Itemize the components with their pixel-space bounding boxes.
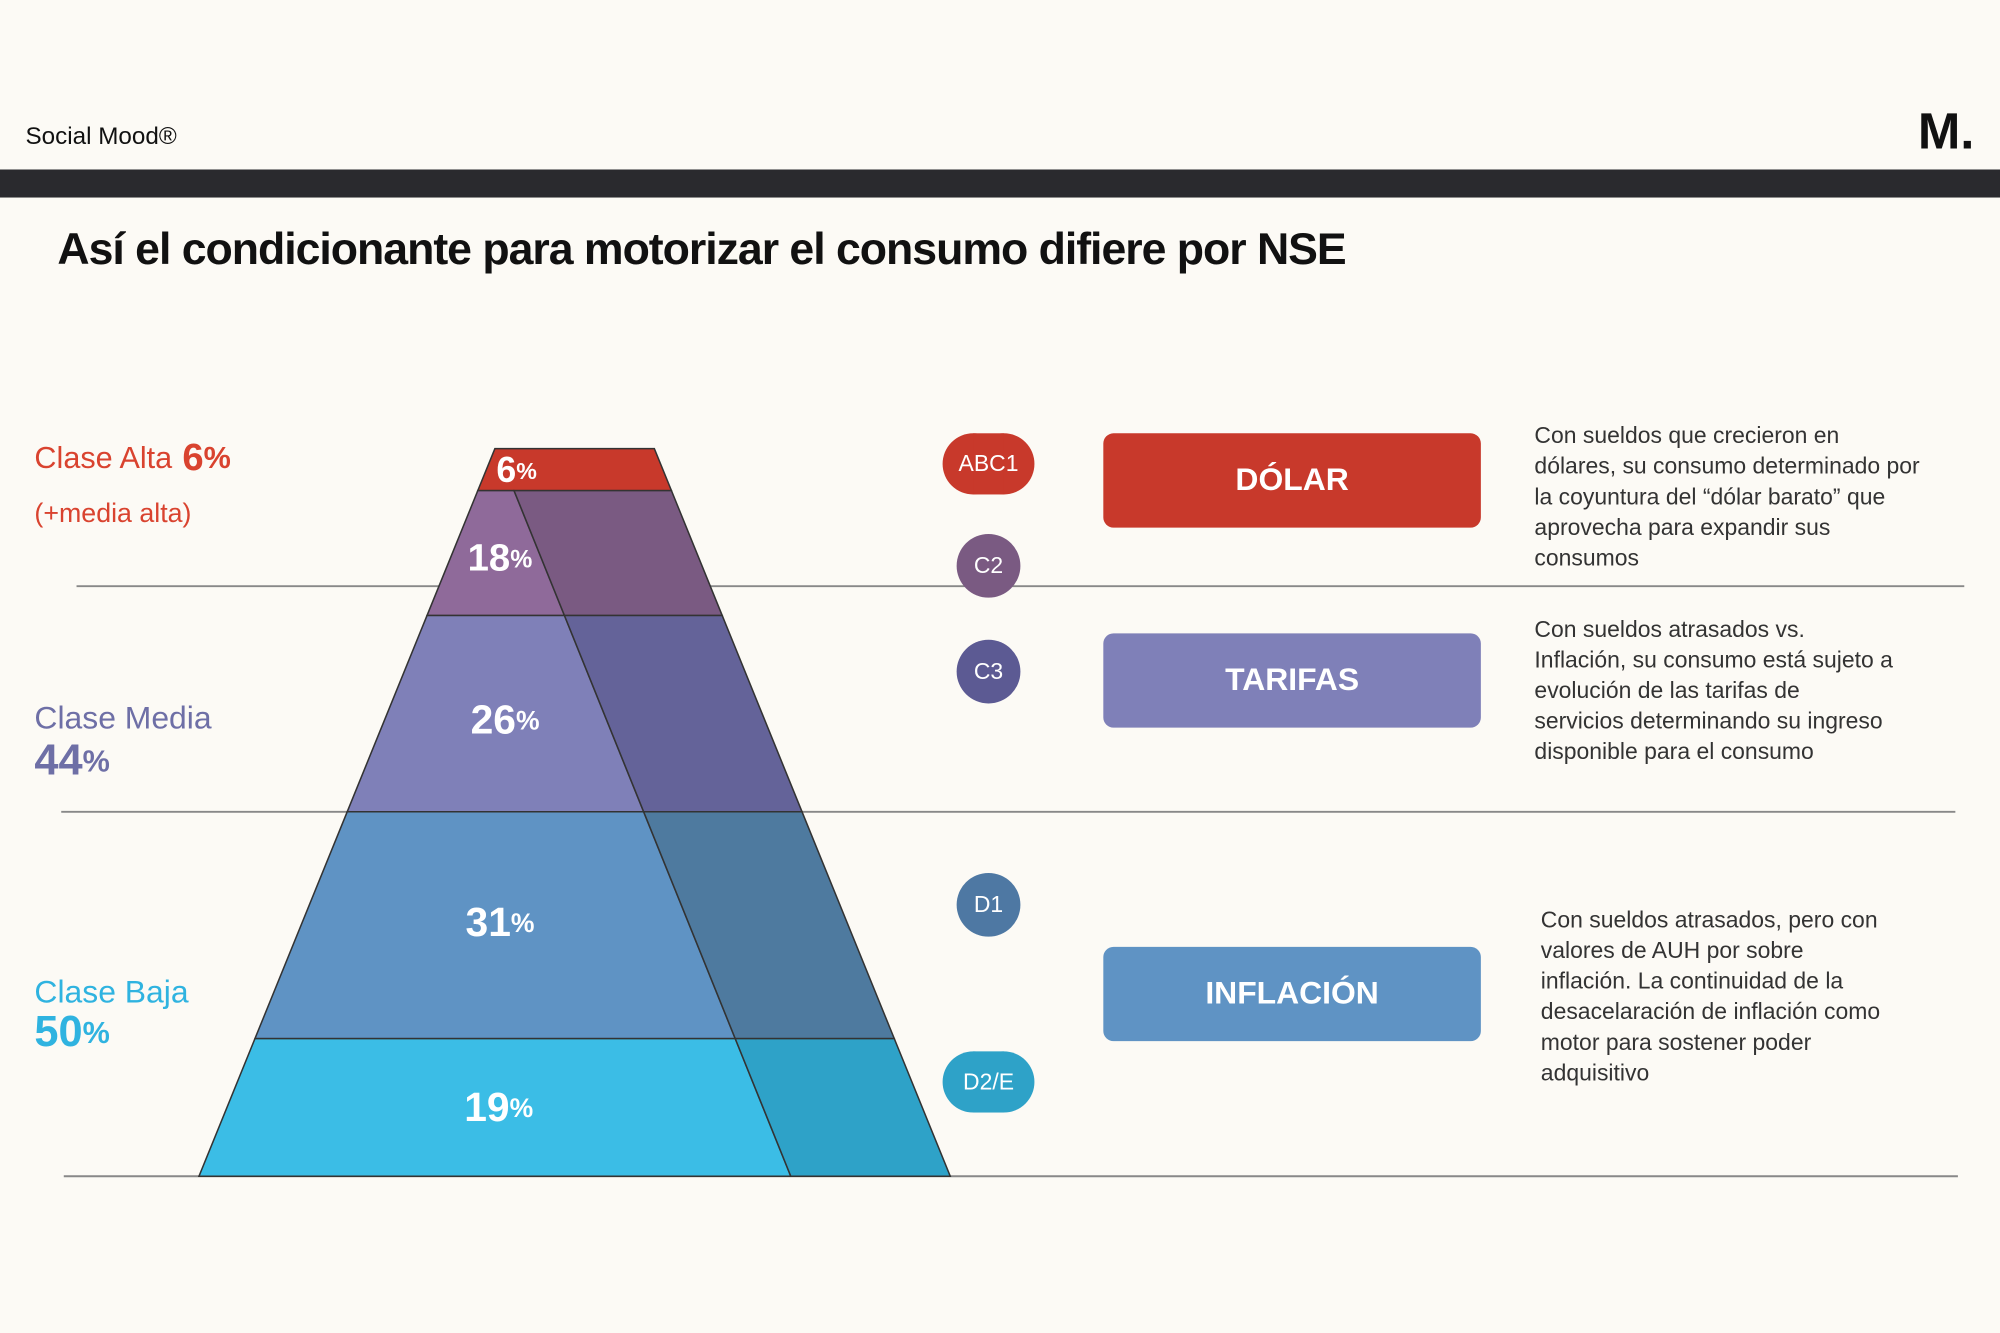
class-value: 50 <box>34 1008 82 1056</box>
driver-description: desacelaración de inflación como <box>1541 998 1880 1024</box>
class-name-text: Clase Alta <box>34 441 172 475</box>
class-note: (+media alta) <box>34 498 191 528</box>
segment-badge <box>973 433 1004 495</box>
header-bar <box>0 169 2000 198</box>
class-percent: 50% <box>34 1008 109 1056</box>
segment-badge <box>956 872 1021 937</box>
driver-description: la coyuntura del “dólar barato” que <box>1534 483 1885 509</box>
driver-description: Con sueldos atrasados, pero con <box>1541 906 1878 932</box>
driver-description: Inflación, su consumo está sujeto a <box>1534 646 1893 672</box>
driver-description: disponible para el consumo <box>1534 738 1813 764</box>
driver-description: aprovecha para expandir sus <box>1534 514 1830 540</box>
pyramid-percent: 6% <box>496 450 537 490</box>
driver-label: DÓLAR <box>1235 461 1348 497</box>
segment-badge <box>956 533 1021 598</box>
percent-value: 26 <box>471 696 516 742</box>
slide-title: Así el condicionante para motorizar el c… <box>57 225 1346 274</box>
brand: Social Mood® <box>26 123 177 150</box>
percent-unit: % <box>516 458 537 484</box>
driver-box <box>1103 433 1481 528</box>
driver-description: dólares, su consumo determinado por <box>1534 453 1920 479</box>
driver-description: Con sueldos atrasados vs. <box>1534 616 1804 642</box>
segment-label: D2/E <box>963 1068 1014 1094</box>
pyramid-percent: 31% <box>466 899 535 945</box>
pyramid-percent: 18% <box>468 537 533 580</box>
percent-value: 6 <box>496 450 516 490</box>
class-percent: 44% <box>34 737 109 785</box>
driver-description: motor para sostener poder <box>1541 1029 1812 1055</box>
driver-description: valores de AUH por sobre <box>1541 937 1804 963</box>
pyramid-percent: 19% <box>464 1084 533 1130</box>
segment-label: C3 <box>974 658 1003 684</box>
class-unit: % <box>83 1016 110 1050</box>
percent-value: 31 <box>466 899 511 945</box>
segment-label: ABC1 <box>959 450 1019 476</box>
class-value: 6 <box>182 436 203 479</box>
logo: M. <box>1918 103 1975 160</box>
percent-value: 19 <box>464 1084 509 1130</box>
driver-description: adquisitivo <box>1541 1059 1649 1085</box>
class-unit: % <box>204 441 231 475</box>
segment-badge <box>956 639 1021 704</box>
driver-description: Con sueldos que crecieron en <box>1534 422 1839 448</box>
class-name: Clase Baja <box>34 973 188 1009</box>
percent-unit: % <box>510 545 532 573</box>
driver-description: inflación. La continuidad de la <box>1541 968 1844 994</box>
driver-description: servicios determinando su ingreso <box>1534 708 1882 734</box>
pyramid-layer-side <box>734 1037 952 1178</box>
driver-description: evolución de las tarifas de <box>1534 677 1799 703</box>
segment-label: C2 <box>974 552 1003 578</box>
percent-unit: % <box>516 706 540 736</box>
driver-label: TARIFAS <box>1225 661 1359 697</box>
pyramid <box>197 447 952 1178</box>
percent-value: 18 <box>468 537 511 580</box>
percent-unit: % <box>510 1093 534 1123</box>
pyramid-percent: 26% <box>471 696 540 742</box>
driver-description: consumos <box>1534 545 1639 571</box>
class-name: Clase Media <box>34 699 211 735</box>
driver-box <box>1103 633 1481 728</box>
driver-label: INFLACIÓN <box>1205 975 1379 1011</box>
class-unit: % <box>83 744 110 778</box>
percent-unit: % <box>511 908 535 938</box>
driver-box <box>1103 946 1481 1042</box>
segment-badge <box>973 1051 1004 1113</box>
class-name: Clase Alta 6% <box>34 436 230 479</box>
segment-label: D1 <box>974 891 1003 917</box>
class-value: 44 <box>34 737 82 785</box>
